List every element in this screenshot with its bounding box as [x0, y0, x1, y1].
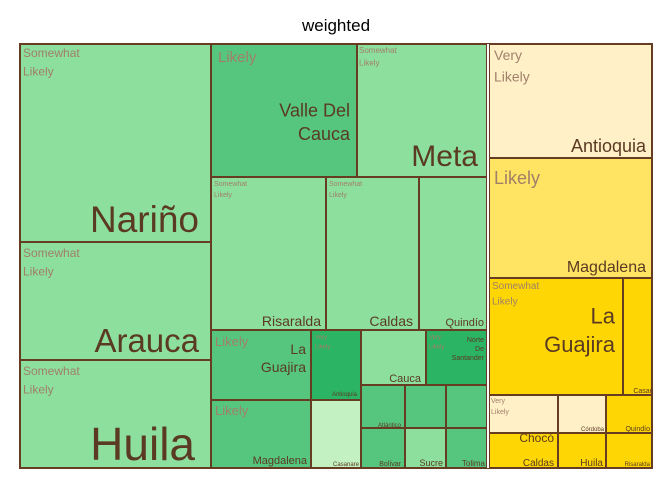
tile-label-magdalena: Magdalena: [253, 455, 308, 467]
tile-label-la-guajira: La Guajira: [261, 341, 306, 375]
group-label-somewhat-likely: Somewhat Likely: [23, 246, 80, 279]
group-label-somewhat-likely: Somewhat Likely: [23, 46, 80, 79]
tile-label-valle-del-cauca: Valle Del Cauca: [279, 101, 351, 144]
tile-label-antioquia: Antioquia: [571, 136, 647, 156]
tile-label-caldas: Caldas: [369, 313, 413, 329]
group-label-likely: Likely: [215, 403, 249, 418]
tile-label-atlantico: Atlántico: [378, 423, 402, 429]
tile-la-guajira[interactable]: [488, 277, 624, 396]
tile-label-quindio: Quindío: [625, 426, 650, 433]
tile-casanare[interactable]: [310, 399, 362, 469]
tile-label-casanare: Casar: [633, 388, 652, 395]
tile-antioquia[interactable]: [310, 329, 362, 401]
tile-label-choco: Chocó: [519, 431, 554, 445]
tile-magdalena[interactable]: [210, 399, 312, 469]
group-label-somewhat-likely: Somewhat Likely: [23, 364, 80, 397]
tile-label-meta: Meta: [411, 140, 478, 173]
tile-label-arauca: Arauca: [94, 322, 199, 359]
tile-risaralda[interactable]: [605, 432, 653, 469]
group-label-likely: Likely: [218, 49, 257, 66]
group-label-likely: Likely: [215, 334, 249, 349]
tile-meta[interactable]: [356, 43, 488, 178]
tile-filler: [445, 384, 488, 429]
tile-label-cauca: Cauca: [389, 373, 422, 385]
tile-sucre[interactable]: [404, 427, 447, 469]
group-label-likely: Likely: [494, 168, 540, 188]
tile-label-risaralda: Risaralda: [625, 462, 651, 468]
tile-caldas[interactable]: [325, 176, 420, 331]
tile-label-antioquia: Antioquia: [332, 392, 358, 398]
tile-label-quindio: Quindío: [445, 317, 484, 329]
group-label-likely: Very Likely: [429, 335, 444, 350]
chart-title: weighted: [301, 16, 371, 35]
tile-label-caldas: Caldas: [523, 458, 554, 469]
tile-label-cordoba: Córdoba: [581, 427, 605, 433]
tile-magdalena[interactable]: [488, 157, 653, 279]
tile-label-narino: Nariño: [90, 199, 199, 240]
tile-label-huila: Huila: [580, 458, 603, 469]
group-label-somewhat-likely: Somewhat Likely: [359, 46, 398, 67]
tile-label-la-guajira: La Guajira: [544, 303, 616, 357]
tile-quindio[interactable]: [418, 176, 488, 331]
group-label-somewhat-likely: Somewhat Likely: [492, 281, 539, 308]
group-label-very-likely: Very Likely: [494, 47, 530, 85]
group-label-likely: Very Likely: [315, 335, 330, 350]
group-label-somewhat-likely: Somewhat Likely: [329, 181, 362, 199]
tile-risaralda[interactable]: [210, 176, 327, 331]
tile-atlantico[interactable]: [360, 384, 406, 429]
tile-norte-de-santander[interactable]: [425, 329, 488, 386]
group-gutter: [487, 44, 489, 468]
tile-label-tolima: Tolima: [462, 459, 486, 468]
tile-label-sucre: Sucre: [419, 458, 443, 468]
group-label-somewhat-likely: Somewhat Likely: [214, 181, 247, 199]
tile-filler: [404, 384, 447, 429]
tile-antioquia[interactable]: [488, 43, 653, 159]
tile-label-magdalena: Magdalena: [567, 259, 646, 276]
tile-label-casanare: Casanare: [333, 462, 360, 468]
group-label-very-likely: Very Likely: [491, 398, 509, 416]
tile-label-huila: Huila: [90, 418, 195, 470]
tile-bolivar[interactable]: [360, 427, 406, 469]
tile-label-bolivar: Bolívar: [379, 461, 401, 468]
tile-label-norte-de-santander: Norte De Santander: [452, 337, 485, 362]
tile-casanare[interactable]: [622, 277, 653, 396]
tile-label-risaralda: Risaralda: [262, 313, 321, 329]
